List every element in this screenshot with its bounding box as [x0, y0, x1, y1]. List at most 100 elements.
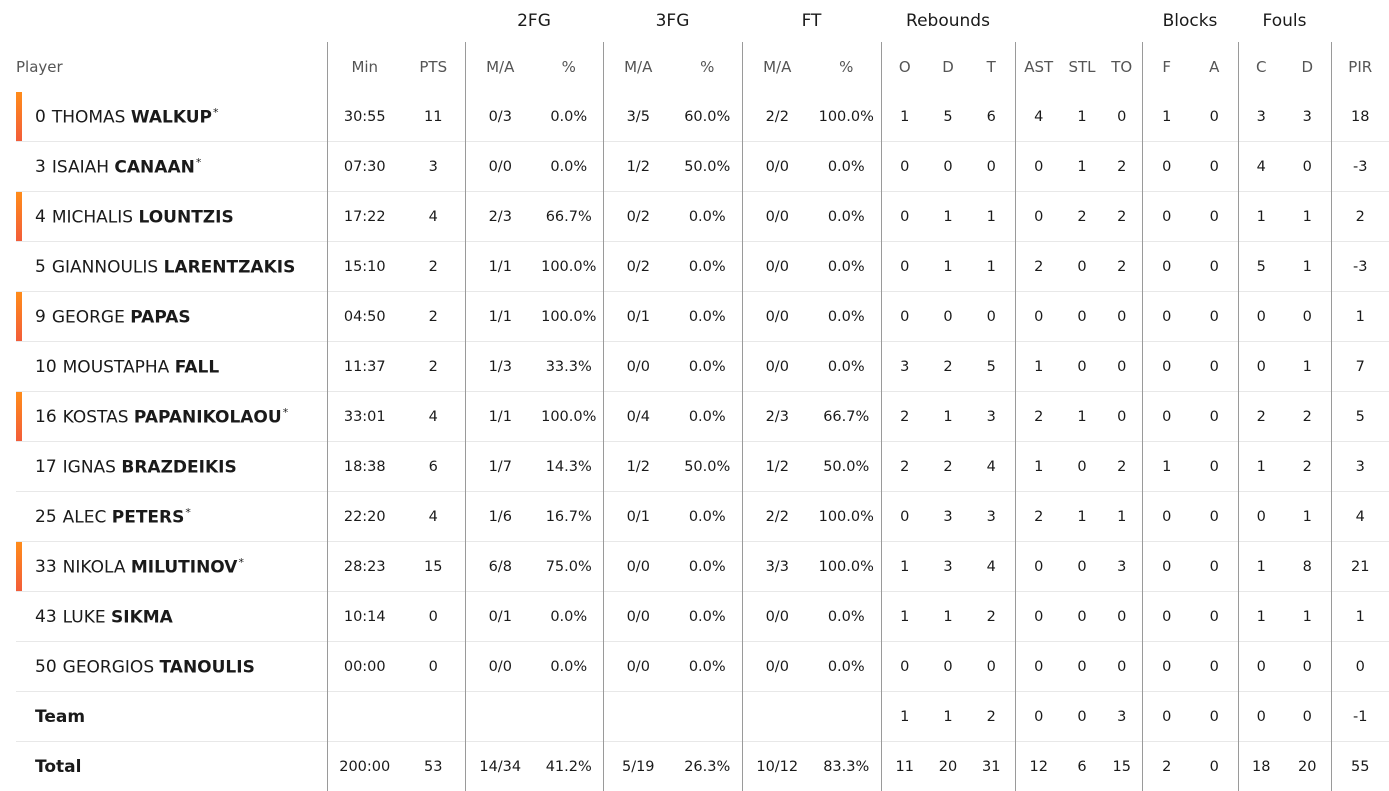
stat-fg3-pct: 0.0%: [673, 241, 742, 292]
stat-fg2-pct: 16.7%: [535, 491, 603, 542]
player-last-name: SIKMA: [111, 607, 173, 628]
boxscore-body: 0 THOMAS WALKUP* 30:55 11 0/3 0.0% 3/5 60.0% 2/2…: [16, 92, 1389, 791]
stat-fg2-ma: 0/1: [464, 591, 535, 642]
stat-reb-o: 0: [880, 241, 928, 292]
col-2fg-pct[interactable]: %: [561, 58, 576, 76]
stat-blk-f: 1: [1141, 92, 1191, 142]
stat-reb-t: 31: [968, 741, 1015, 791]
player-cell[interactable]: 43 LUKE SIKMA: [16, 591, 327, 642]
stat-ft-pct: 66.7%: [812, 391, 881, 442]
player-cell[interactable]: 33 NIKOLA MILUTINOV*: [16, 541, 327, 592]
col-ft-pct[interactable]: %: [839, 58, 854, 76]
player-row[interactable]: 16 KOSTAS PAPANIKOLAOU* 33:01 4 1/1 100.0% 0/4…: [16, 391, 1389, 442]
stat-stl: 0: [1062, 591, 1102, 642]
player-row[interactable]: 33 NIKOLA MILUTINOV* 28:23 15 6/8 75.0% 0/0 0.0…: [16, 541, 1389, 592]
stat-reb-o: 0: [880, 191, 928, 242]
group-3fg: 3FG: [655, 11, 690, 31]
col-ft-ma[interactable]: M/A: [741, 42, 812, 92]
stat-stl: 1: [1062, 141, 1102, 192]
stat-ft-ma: 0/0: [741, 641, 812, 692]
col-foul-c[interactable]: C: [1237, 42, 1284, 92]
player-cell[interactable]: 17 IGNAS BRAZDEIKIS: [16, 441, 327, 492]
stat-foul-d: 1: [1284, 191, 1331, 242]
col-pir[interactable]: PIR: [1330, 42, 1389, 92]
player-row[interactable]: 9 GEORGE PAPAS 04:50 2 1/1 100.0% 0/1 0.0% 0/0 0.…: [16, 291, 1389, 342]
col-reb-o[interactable]: O: [880, 42, 928, 92]
stat-reb-d: 0: [928, 291, 968, 342]
player-number: 0: [35, 107, 46, 128]
col-player[interactable]: Player: [16, 58, 63, 76]
col-min[interactable]: Min: [326, 42, 402, 92]
player-row[interactable]: 25 ALEC PETERS* 22:20 4 1/6 16.7% 0/1 0.0% 2/2 10…: [16, 491, 1389, 542]
stat-foul-d: 1: [1284, 491, 1331, 542]
player-row[interactable]: 50 GEORGIOS TANOULIS 00:00 0 0/0 0.0% 0/0 0.0% 0…: [16, 641, 1389, 692]
stat-fg3-pct: 26.3%: [673, 741, 742, 791]
col-reb-d[interactable]: D: [942, 58, 954, 76]
stat-to: 15: [1102, 741, 1142, 791]
stat-ft-pct: 0.0%: [812, 641, 881, 692]
stat-blk-f: 0: [1141, 341, 1191, 392]
stat-foul-d: 2: [1284, 391, 1331, 442]
stat-ft-ma: 0/0: [741, 341, 812, 392]
player-row[interactable]: 4 MICHALIS LOUNTZIS 17:22 4 2/3 66.7% 0/2 0.0% 0…: [16, 191, 1389, 242]
player-cell[interactable]: 50 GEORGIOS TANOULIS: [16, 641, 327, 692]
col-stl[interactable]: STL: [1068, 58, 1096, 76]
stat-fg2-pct: 100.0%: [535, 391, 603, 442]
col-3fg-ma[interactable]: M/A: [602, 42, 673, 92]
col-foul-d[interactable]: D: [1301, 58, 1314, 76]
stat-to: 2: [1102, 241, 1142, 292]
stat-blk-f: 0: [1141, 491, 1191, 542]
col-ast[interactable]: AST: [1014, 42, 1062, 92]
stat-reb-d: 1: [928, 691, 968, 742]
stat-ast: 2: [1014, 391, 1062, 442]
stat-fg3-pct: 0.0%: [673, 641, 742, 692]
total-row-label: Total: [35, 756, 82, 777]
player-first-name: ISAIAH: [51, 157, 110, 178]
col-3fg-pct[interactable]: %: [700, 58, 715, 76]
stat-fg2-pct: 14.3%: [535, 441, 603, 492]
stat-fg2-ma: 1/6: [464, 491, 535, 542]
stat-foul-d: 3: [1302, 108, 1312, 125]
stat-reb-t: 6: [986, 108, 996, 125]
player-cell[interactable]: 0 THOMAS WALKUP*: [16, 92, 327, 142]
player-cell[interactable]: 5 GIANNOULIS LARENTZAKIS: [16, 241, 327, 292]
stat-ft-pct: [812, 691, 881, 742]
player-row[interactable]: 10 MOUSTAPHA FALL 11:37 2 1/3 33.3% 0/0 0.0% 0/0…: [16, 341, 1389, 392]
stat-pts: 0: [402, 591, 465, 642]
stat-fg2-ma: 1/1: [464, 241, 535, 292]
stat-ft-pct: 100.0%: [818, 108, 874, 125]
col-2fg-ma[interactable]: M/A: [464, 42, 535, 92]
stat-to: 2: [1102, 441, 1142, 492]
player-cell[interactable]: 25 ALEC PETERS*: [16, 491, 327, 542]
player-first-name: ALEC: [62, 507, 107, 528]
stat-fg2-ma: 0/0: [464, 141, 535, 192]
player-cell[interactable]: 16 KOSTAS PAPANIKOLAOU*: [16, 391, 327, 442]
player-row[interactable]: 3 ISAIAH CANAAN* 07:30 3 0/0 0.0% 1/2 50.0% 0/0 0…: [16, 141, 1389, 192]
player-row[interactable]: 5 GIANNOULIS LARENTZAKIS 15:10 2 1/1 100.0% 0/…: [16, 241, 1389, 292]
player-row[interactable]: 17 IGNAS BRAZDEIKIS 18:38 6 1/7 14.3% 1/2 50.0%…: [16, 441, 1389, 492]
stat-pir: 0: [1330, 641, 1389, 692]
stat-min: 11:37: [326, 341, 402, 392]
col-blk-f[interactable]: F: [1141, 42, 1191, 92]
stat-fg3-ma: 0/1: [602, 491, 673, 542]
col-to[interactable]: TO: [1111, 58, 1133, 76]
player-cell[interactable]: 10 MOUSTAPHA FALL: [16, 341, 327, 392]
player-cell[interactable]: 4 MICHALIS LOUNTZIS: [16, 191, 327, 242]
stat-fg3-ma: 3/5: [602, 92, 673, 142]
player-cell[interactable]: 9 GEORGE PAPAS: [16, 291, 327, 342]
stat-ft-ma: 0/0: [741, 291, 812, 342]
player-first-name: MICHALIS: [51, 207, 134, 228]
player-row[interactable]: 0 THOMAS WALKUP* 30:55 11 0/3 0.0% 3/5 60.0% 2/2…: [16, 92, 1389, 142]
col-pts[interactable]: PTS: [419, 58, 448, 76]
player-cell[interactable]: 3 ISAIAH CANAAN*: [16, 141, 327, 192]
stat-foul-d: 0: [1284, 641, 1331, 692]
col-blk-a[interactable]: A: [1209, 58, 1220, 76]
col-reb-t[interactable]: T: [986, 58, 996, 76]
stat-ast: 1: [1014, 441, 1062, 492]
player-row[interactable]: 43 LUKE SIKMA 10:14 0 0/1 0.0% 0/0 0.0% 0/0 0.0% 1…: [16, 591, 1389, 642]
stat-fg2-ma: 6/8: [464, 541, 535, 592]
boxscore-table: 2FG 3FG FT Rebounds Blocks Fouls Player …: [16, 0, 1389, 791]
stat-ft-pct: 0.0%: [812, 291, 881, 342]
stat-fg2-ma: 1/1: [464, 291, 535, 342]
stat-reb-o: 1: [880, 691, 928, 742]
